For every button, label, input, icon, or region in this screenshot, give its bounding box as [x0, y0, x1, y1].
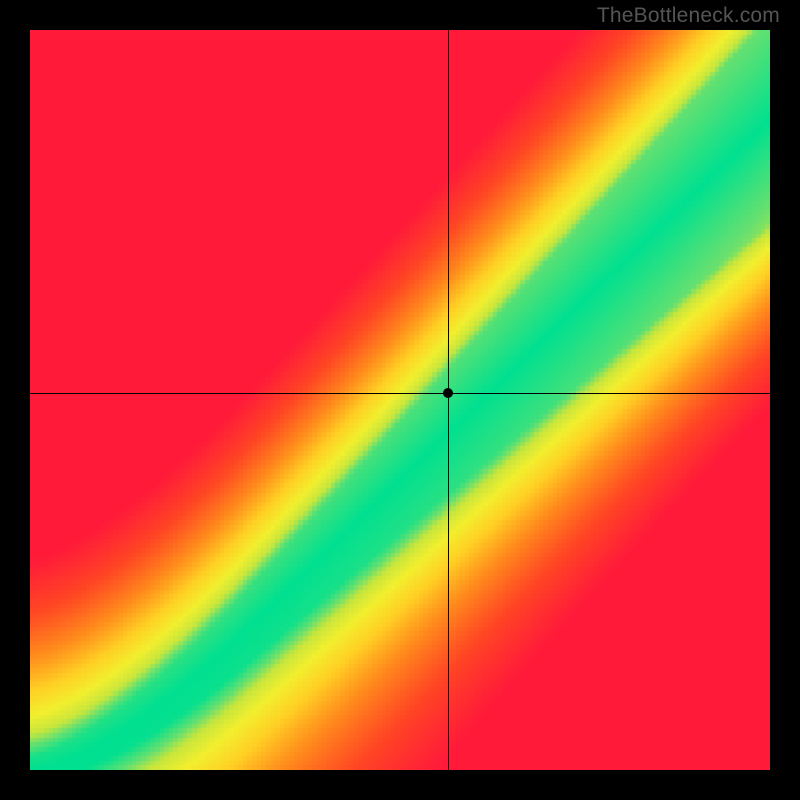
watermark-text: TheBottleneck.com [597, 4, 780, 28]
crosshair-horizontal [30, 393, 770, 394]
plot-area [30, 30, 770, 770]
crosshair-vertical [448, 30, 449, 770]
bottleneck-heatmap [30, 30, 770, 770]
selection-marker [443, 388, 453, 398]
